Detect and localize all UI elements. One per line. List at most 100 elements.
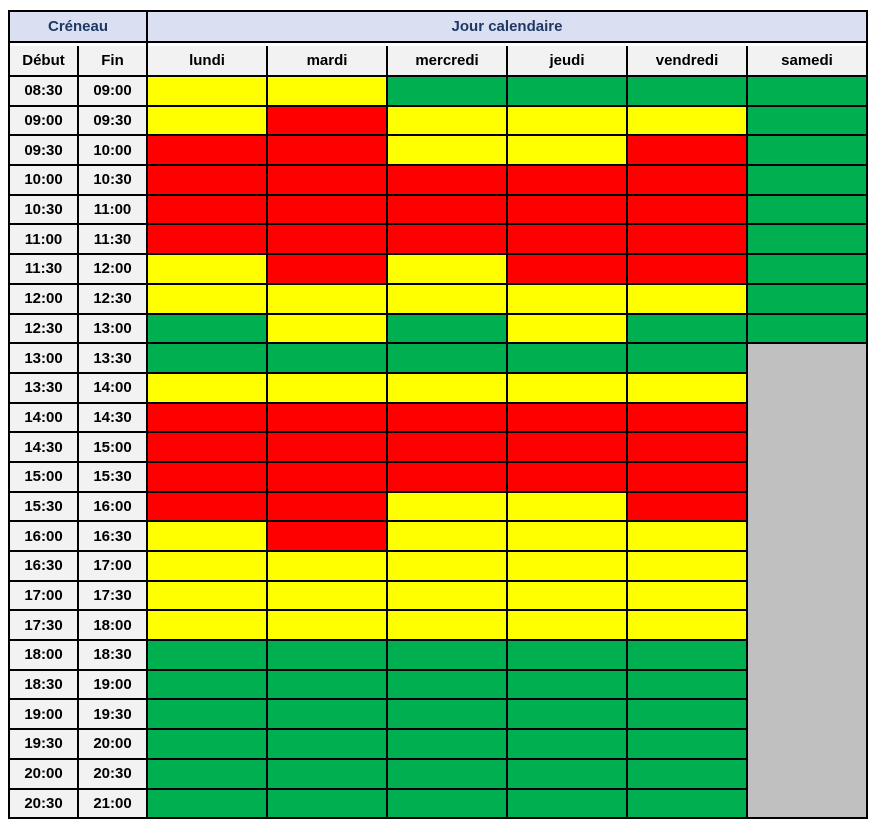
slot-cell-vendredi[interactable] — [626, 371, 748, 404]
slot-cell-lundi[interactable] — [146, 104, 268, 137]
slot-cell-mardi[interactable] — [266, 134, 388, 167]
slot-cell-mardi[interactable] — [266, 787, 388, 820]
slot-cell-mercredi[interactable] — [386, 312, 508, 345]
slot-cell-mardi[interactable] — [266, 75, 388, 107]
slot-cell-vendredi[interactable] — [626, 193, 748, 226]
slot-cell-vendredi[interactable] — [626, 164, 748, 196]
slot-cell-lundi[interactable] — [146, 579, 268, 612]
slot-cell-vendredi[interactable] — [626, 223, 748, 256]
slot-cell-jeudi[interactable] — [506, 668, 628, 701]
slot-cell-mardi[interactable] — [266, 193, 388, 226]
slot-cell-mardi[interactable] — [266, 520, 388, 552]
slot-cell-vendredi[interactable] — [626, 104, 748, 137]
slot-cell-samedi[interactable] — [746, 164, 868, 196]
slot-cell-vendredi[interactable] — [626, 728, 748, 760]
slot-cell-jeudi[interactable] — [506, 193, 628, 226]
slot-cell-vendredi[interactable] — [626, 312, 748, 345]
slot-cell-mercredi[interactable] — [386, 609, 508, 642]
slot-cell-lundi[interactable] — [146, 164, 268, 196]
slot-cell-samedi[interactable] — [746, 104, 868, 137]
slot-cell-mercredi[interactable] — [386, 193, 508, 226]
slot-cell-jeudi[interactable] — [506, 282, 628, 315]
slot-cell-lundi[interactable] — [146, 609, 268, 642]
slot-cell-mardi[interactable] — [266, 431, 388, 463]
slot-cell-vendredi[interactable] — [626, 342, 748, 374]
slot-cell-samedi[interactable] — [746, 75, 868, 107]
slot-cell-mercredi[interactable] — [386, 460, 508, 493]
slot-cell-lundi[interactable] — [146, 75, 268, 107]
slot-cell-mercredi[interactable] — [386, 164, 508, 196]
slot-cell-mardi[interactable] — [266, 579, 388, 612]
slot-cell-jeudi[interactable] — [506, 579, 628, 612]
slot-cell-jeudi[interactable] — [506, 550, 628, 582]
slot-cell-lundi[interactable] — [146, 431, 268, 463]
slot-cell-samedi[interactable] — [746, 253, 868, 285]
slot-cell-lundi[interactable] — [146, 134, 268, 167]
slot-cell-vendredi[interactable] — [626, 550, 748, 582]
slot-cell-samedi[interactable] — [746, 134, 868, 167]
slot-cell-vendredi[interactable] — [626, 698, 748, 731]
slot-cell-lundi[interactable] — [146, 223, 268, 256]
slot-cell-samedi[interactable] — [746, 223, 868, 256]
slot-cell-vendredi[interactable] — [626, 639, 748, 671]
slot-cell-vendredi[interactable] — [626, 431, 748, 463]
slot-cell-lundi[interactable] — [146, 460, 268, 493]
slot-cell-mercredi[interactable] — [386, 134, 508, 167]
slot-cell-vendredi[interactable] — [626, 282, 748, 315]
slot-cell-mardi[interactable] — [266, 757, 388, 790]
slot-cell-mardi[interactable] — [266, 698, 388, 731]
slot-cell-mardi[interactable] — [266, 401, 388, 434]
slot-cell-mercredi[interactable] — [386, 787, 508, 820]
slot-cell-mardi[interactable] — [266, 490, 388, 523]
slot-cell-mardi[interactable] — [266, 164, 388, 196]
slot-cell-jeudi[interactable] — [506, 639, 628, 671]
slot-cell-mardi[interactable] — [266, 253, 388, 285]
slot-cell-mardi[interactable] — [266, 609, 388, 642]
slot-cell-mercredi[interactable] — [386, 550, 508, 582]
slot-cell-jeudi[interactable] — [506, 609, 628, 642]
slot-cell-vendredi[interactable] — [626, 668, 748, 701]
slot-cell-mercredi[interactable] — [386, 223, 508, 256]
slot-cell-jeudi[interactable] — [506, 134, 628, 167]
slot-cell-lundi[interactable] — [146, 490, 268, 523]
slot-cell-mercredi[interactable] — [386, 401, 508, 434]
slot-cell-mercredi[interactable] — [386, 490, 508, 523]
slot-cell-vendredi[interactable] — [626, 75, 748, 107]
slot-cell-lundi[interactable] — [146, 342, 268, 374]
slot-cell-lundi[interactable] — [146, 787, 268, 820]
slot-cell-jeudi[interactable] — [506, 431, 628, 463]
slot-cell-jeudi[interactable] — [506, 401, 628, 434]
slot-cell-mercredi[interactable] — [386, 431, 508, 463]
slot-cell-lundi[interactable] — [146, 253, 268, 285]
slot-cell-vendredi[interactable] — [626, 460, 748, 493]
slot-cell-mercredi[interactable] — [386, 282, 508, 315]
slot-cell-jeudi[interactable] — [506, 757, 628, 790]
slot-cell-lundi[interactable] — [146, 282, 268, 315]
slot-cell-samedi[interactable] — [746, 312, 868, 345]
slot-cell-lundi[interactable] — [146, 728, 268, 760]
slot-cell-mercredi[interactable] — [386, 757, 508, 790]
slot-cell-mercredi[interactable] — [386, 639, 508, 671]
slot-cell-jeudi[interactable] — [506, 490, 628, 523]
slot-cell-lundi[interactable] — [146, 371, 268, 404]
slot-cell-lundi[interactable] — [146, 668, 268, 701]
slot-cell-mardi[interactable] — [266, 104, 388, 137]
slot-cell-jeudi[interactable] — [506, 787, 628, 820]
slot-cell-mercredi[interactable] — [386, 253, 508, 285]
slot-cell-lundi[interactable] — [146, 520, 268, 552]
slot-cell-mardi[interactable] — [266, 371, 388, 404]
slot-cell-jeudi[interactable] — [506, 104, 628, 137]
slot-cell-jeudi[interactable] — [506, 312, 628, 345]
slot-cell-mardi[interactable] — [266, 282, 388, 315]
slot-cell-mercredi[interactable] — [386, 371, 508, 404]
slot-cell-mardi[interactable] — [266, 668, 388, 701]
slot-cell-mercredi[interactable] — [386, 579, 508, 612]
slot-cell-vendredi[interactable] — [626, 490, 748, 523]
slot-cell-vendredi[interactable] — [626, 579, 748, 612]
slot-cell-vendredi[interactable] — [626, 520, 748, 552]
slot-cell-vendredi[interactable] — [626, 787, 748, 820]
slot-cell-jeudi[interactable] — [506, 253, 628, 285]
slot-cell-mercredi[interactable] — [386, 104, 508, 137]
slot-cell-vendredi[interactable] — [626, 609, 748, 642]
slot-cell-jeudi[interactable] — [506, 520, 628, 552]
